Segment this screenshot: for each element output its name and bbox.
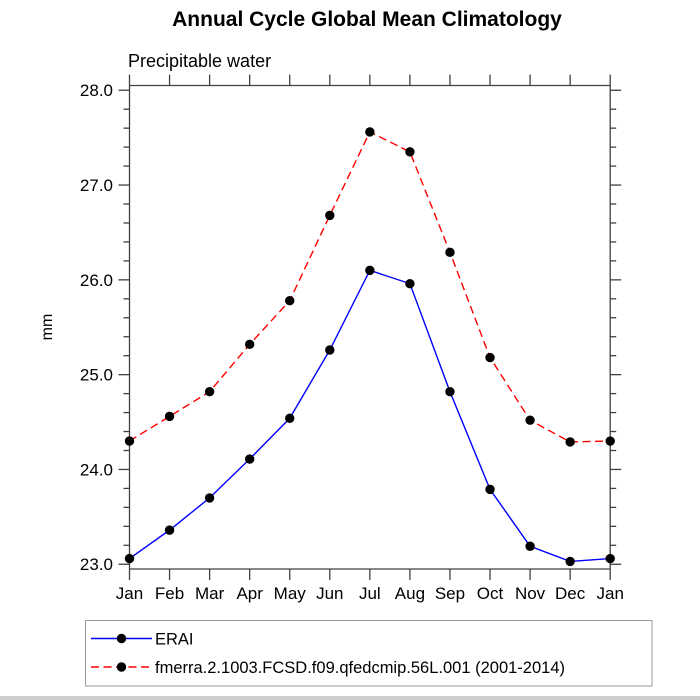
data-point-marker xyxy=(565,437,575,447)
y-axis: 23.0 24.0 25.0 26.0 27.0 28.0 xyxy=(80,81,622,574)
data-point-marker xyxy=(445,387,455,397)
data-point-marker xyxy=(485,484,495,495)
y-tick-label: 27.0 xyxy=(80,176,113,195)
data-point-marker xyxy=(445,247,455,258)
y-tick-label: 25.0 xyxy=(80,366,113,385)
data-point-marker xyxy=(244,454,255,464)
y-axis-label: mm xyxy=(39,314,56,341)
y-tick-label: 28.0 xyxy=(80,81,113,100)
chart-subtitle: Precipitable water xyxy=(128,51,271,71)
data-point-marker xyxy=(204,493,215,503)
x-tick-label: Sep xyxy=(435,584,465,603)
data-point-marker xyxy=(605,553,615,564)
series-fmerra xyxy=(124,127,615,447)
x-tick-label: Jul xyxy=(359,584,381,603)
data-point-marker xyxy=(405,278,415,289)
x-tick-label: Jan xyxy=(116,584,143,603)
data-point-marker xyxy=(124,436,135,446)
data-point-marker xyxy=(285,296,295,306)
data-point-marker xyxy=(565,556,575,567)
data-point-marker xyxy=(605,436,615,446)
series-line-fmerra xyxy=(129,131,611,443)
x-tick-label: Jun xyxy=(316,584,343,603)
data-point-marker xyxy=(485,352,495,363)
y-tick-label: 26.0 xyxy=(80,271,113,290)
data-point-marker xyxy=(525,415,535,425)
series-line-erai xyxy=(129,269,611,563)
data-point-marker xyxy=(365,265,375,276)
axes xyxy=(128,84,611,570)
legend-item-fmerra: fmerra.2.1003.FCSD.f09.qfedcmip.56L.001 … xyxy=(91,659,565,677)
data-point-marker xyxy=(325,345,335,355)
data-point-marker xyxy=(525,541,535,551)
legend-item-label: fmerra.2.1003.FCSD.f09.qfedcmip.56L.001 … xyxy=(155,659,565,677)
y-tick-label: 24.0 xyxy=(80,460,113,479)
bottom-edge-strip xyxy=(0,696,700,700)
data-point-marker xyxy=(204,387,215,397)
data-point-marker xyxy=(164,525,175,535)
x-tick-label: Aug xyxy=(395,584,425,603)
data-point-marker xyxy=(124,553,135,564)
chart-title: Annual Cycle Global Mean Climatology xyxy=(172,8,562,31)
series-erai xyxy=(124,265,615,567)
data-point-marker xyxy=(405,147,415,157)
legend: ERAI fmerra.2.1003.FCSD.f09.qfedcmip.56L.… xyxy=(85,620,653,687)
y-tick-label: 23.0 xyxy=(80,555,113,574)
legend-marker-erai xyxy=(116,633,127,644)
legend-item-erai: ERAI xyxy=(91,630,194,648)
x-tick-label: Nov xyxy=(515,584,546,603)
x-axis: Jan Feb Mar Apr May Jun Jul Aug Sep Oct Nov Dec Jan xyxy=(116,74,624,603)
x-tick-label: Feb xyxy=(155,584,184,603)
data-point-marker xyxy=(244,339,255,350)
data-point-marker xyxy=(285,413,295,423)
x-tick-label: Oct xyxy=(477,584,504,603)
data-point-marker xyxy=(164,411,175,422)
data-point-marker xyxy=(365,127,375,137)
x-tick-label: May xyxy=(274,584,307,603)
x-tick-label: Jan xyxy=(596,584,623,603)
legend-box xyxy=(85,620,653,687)
x-tick-label: Apr xyxy=(236,584,263,603)
data-point-marker xyxy=(325,210,335,221)
x-tick-label: Mar xyxy=(195,584,225,603)
x-tick-label: Dec xyxy=(555,584,586,603)
plot-area: Jan Feb Mar Apr May Jun Jul Aug Sep Oct Nov Dec Jan2… xyxy=(80,74,624,603)
legend-marker-fmerra xyxy=(116,662,127,672)
legend-item-label: ERAI xyxy=(155,630,194,648)
